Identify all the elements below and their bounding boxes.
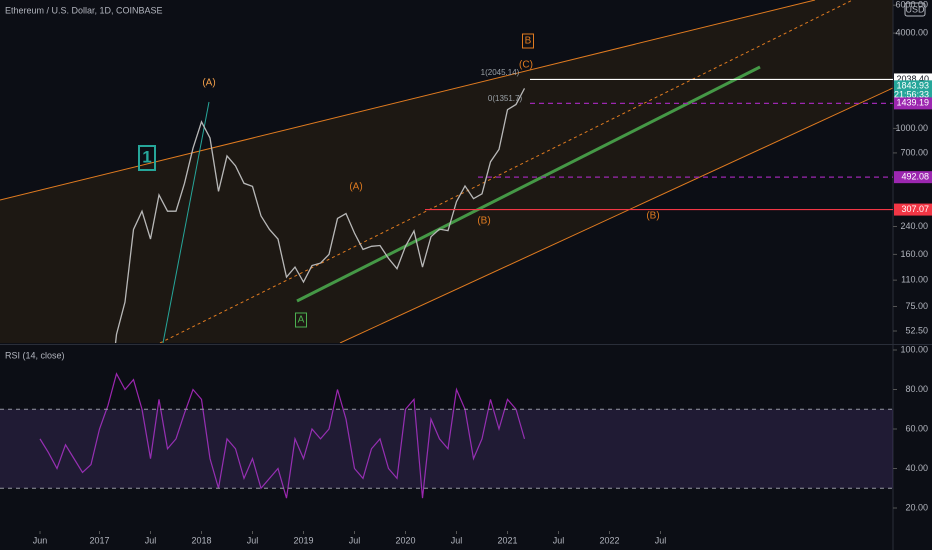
level-label: 2038.40	[896, 74, 929, 84]
price-tick-label: 700.00	[900, 147, 928, 157]
level-label: 307.07	[901, 204, 929, 214]
wave-label: (A)	[349, 182, 362, 193]
time-tick-label: 2018	[191, 535, 211, 545]
rsi-tick-label: 80.00	[905, 384, 928, 394]
time-tick-label: 2021	[497, 535, 517, 545]
rsi-tick-label: 20.00	[905, 502, 928, 512]
rsi-title: RSI (14, close)	[5, 350, 65, 360]
price-tick-label: 4000.00	[895, 27, 928, 37]
wave-label: (C)	[519, 60, 533, 71]
price-line	[114, 88, 526, 343]
price-tick-label: 75.00	[905, 301, 928, 311]
wave-box	[295, 312, 307, 328]
rsi-tick-label: 40.00	[905, 463, 928, 473]
time-tick-label: 2022	[599, 535, 619, 545]
wave-label: 0(1351.7)	[488, 94, 523, 103]
level-timer: 21:56:33	[894, 90, 929, 100]
rsi-band	[0, 409, 893, 489]
rsi-tick-label: 60.00	[905, 423, 928, 433]
rsi-tick-label: 100.00	[900, 344, 928, 354]
time-tick-label: Jul	[553, 535, 565, 545]
channel-upper	[0, 0, 816, 201]
channel-mid	[159, 0, 854, 343]
level-tag	[894, 203, 932, 216]
price-tick-label: 160.00	[900, 249, 928, 259]
level-tag	[894, 80, 932, 101]
time-tick-label: Jul	[655, 535, 667, 545]
wave-label: (B)	[477, 216, 490, 227]
rsi-line	[39, 372, 526, 499]
level-label: 1439.19	[896, 98, 929, 108]
currency-box	[904, 2, 926, 17]
wave-label: 1(2045.14)	[481, 68, 520, 77]
rsi-layer	[39, 372, 526, 499]
price-tick-label: 6000.00	[895, 0, 928, 10]
trend-line	[296, 65, 761, 303]
wave-label: B	[525, 36, 532, 47]
level-label: 492.08	[901, 172, 929, 182]
price-layer	[114, 88, 526, 343]
time-tick-label: Jun	[33, 535, 48, 545]
wave-box	[138, 145, 156, 171]
time-tick-label: Jul	[451, 535, 463, 545]
wave-label: 1	[142, 147, 151, 166]
channel-fill	[0, 0, 893, 343]
currency: USD	[905, 4, 925, 14]
time-tick-label: Jul	[145, 535, 157, 545]
time-tick-label: 2020	[395, 535, 415, 545]
price-tick-label: 240.00	[900, 221, 928, 231]
impulse-line	[162, 101, 210, 343]
wave-label: (A)	[202, 78, 215, 89]
price-tick-label: 52.50	[905, 325, 928, 335]
price-tick-label: 1000.00	[895, 123, 928, 133]
chart-title: Ethereum / U.S. Dollar, 1D, COINBASE	[5, 5, 163, 15]
channel-lower	[339, 87, 893, 343]
level-tag	[894, 171, 932, 184]
price-tick-label: 110.00	[901, 275, 928, 285]
wave-label: A	[298, 315, 305, 326]
time-tick-label: 2017	[89, 535, 109, 545]
time-tick-label: 2019	[293, 535, 313, 545]
level-label: 1843.93	[896, 81, 929, 91]
wave-box	[522, 33, 534, 49]
wave-label: (B)	[646, 211, 659, 222]
level-tag	[894, 97, 932, 110]
time-tick-label: Jul	[349, 535, 361, 545]
time-tick-label: Jul	[247, 535, 259, 545]
channel	[0, 0, 893, 343]
